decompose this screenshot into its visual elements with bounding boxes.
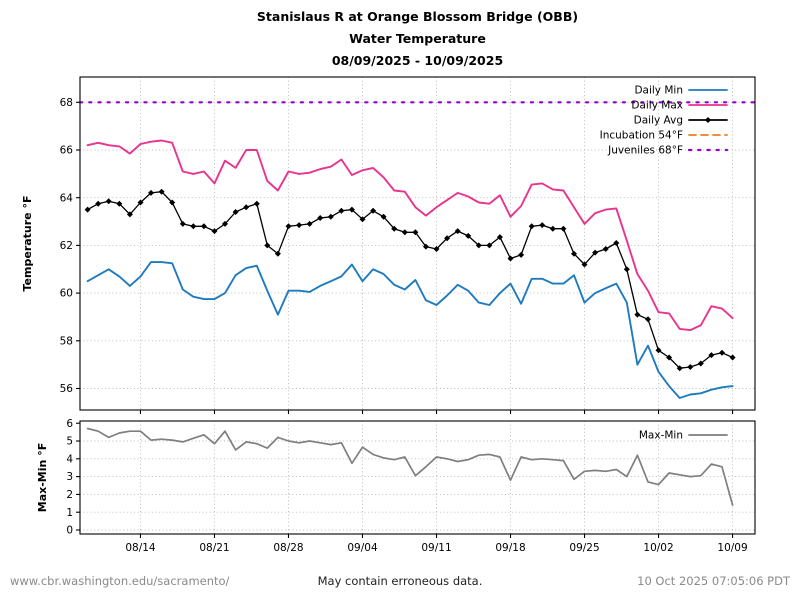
x-tick-label: 09/04	[347, 542, 378, 554]
chart-title-station: Stanislaus R at Orange Blossom Bridge (O…	[256, 9, 579, 24]
panel-border	[79, 76, 756, 411]
main-panel: 56 58 60 62 64 66 68 Temperature °F Daily Min Dai…	[21, 76, 757, 414]
footer: www.cbr.washington.edu/sacramento/ May c…	[0, 570, 800, 594]
daily-min-line	[86, 261, 734, 399]
daily-avg-line	[86, 191, 734, 369]
y-tick-label: 56	[60, 383, 74, 395]
y-tick-label: 1	[66, 507, 73, 519]
x-tick-label: 08/28	[273, 542, 303, 554]
x-tick-label: 08/14	[125, 542, 156, 554]
x-tick-label: 09/18	[495, 542, 525, 554]
y-tick-label: 68	[60, 97, 73, 109]
y-tick-label: 4	[66, 453, 73, 465]
daily-max-line	[86, 139, 734, 332]
y-tick-label: 3	[66, 471, 73, 483]
legend-label-daily-avg: Daily Avg	[634, 115, 683, 127]
x-tick-label: 10/09	[717, 542, 747, 554]
legend-label-juveniles-68-f: Juveniles 68°F	[607, 145, 683, 157]
y-axis-label: Max-Min °F	[36, 443, 49, 512]
y-tick-label: 62	[60, 240, 73, 252]
y-tick-label: 64	[60, 192, 74, 204]
footer-timestamp: 10 Oct 2025 07:05:06 PDT	[637, 574, 790, 588]
x-tick-label: 09/11	[421, 542, 451, 554]
x-tick-label: 09/25	[569, 542, 599, 554]
y-tick-label: 60	[60, 288, 73, 300]
chart-title-parameter: Water Temperature	[349, 30, 486, 46]
legend-label-incubation-54-f: Incubation 54°F	[600, 130, 683, 142]
x-tick-label: 10/02	[643, 542, 673, 554]
panel-border	[79, 420, 756, 535]
max-min-line	[86, 427, 734, 506]
y-tick-label: 66	[60, 145, 74, 157]
x-tick-label: 08/21	[199, 542, 229, 554]
legend-label-daily-max: Daily Max	[631, 100, 683, 112]
legend-label-daily-min: Daily Min	[634, 85, 683, 97]
footer-source-url: www.cbr.washington.edu/sacramento/	[10, 574, 230, 588]
chart-title-block: Stanislaus R at Orange Blossom Bridge (O…	[80, 6, 755, 72]
y-tick-label: 2	[66, 489, 73, 501]
legend-label-max-min: Max-Min	[639, 430, 683, 442]
y-tick-label: 0	[66, 525, 73, 537]
legend-sample-marker-daily-avg	[705, 117, 711, 123]
daily-avg-markers	[84, 188, 736, 372]
chart-title-daterange: 08/09/2025 - 10/09/2025	[331, 52, 504, 68]
footer-disclaimer: May contain erroneous data.	[317, 574, 483, 588]
y-tick-label: 5	[66, 436, 73, 448]
y-tick-label: 6	[66, 418, 73, 430]
y-tick-label: 58	[60, 335, 73, 347]
y-axis-label: Temperature °F	[21, 196, 34, 292]
maxmin-panel: 0 1 2 3 4 5 6 08/14 08/21 08/28 09/04 09/11 09/18 09/…	[36, 418, 756, 554]
